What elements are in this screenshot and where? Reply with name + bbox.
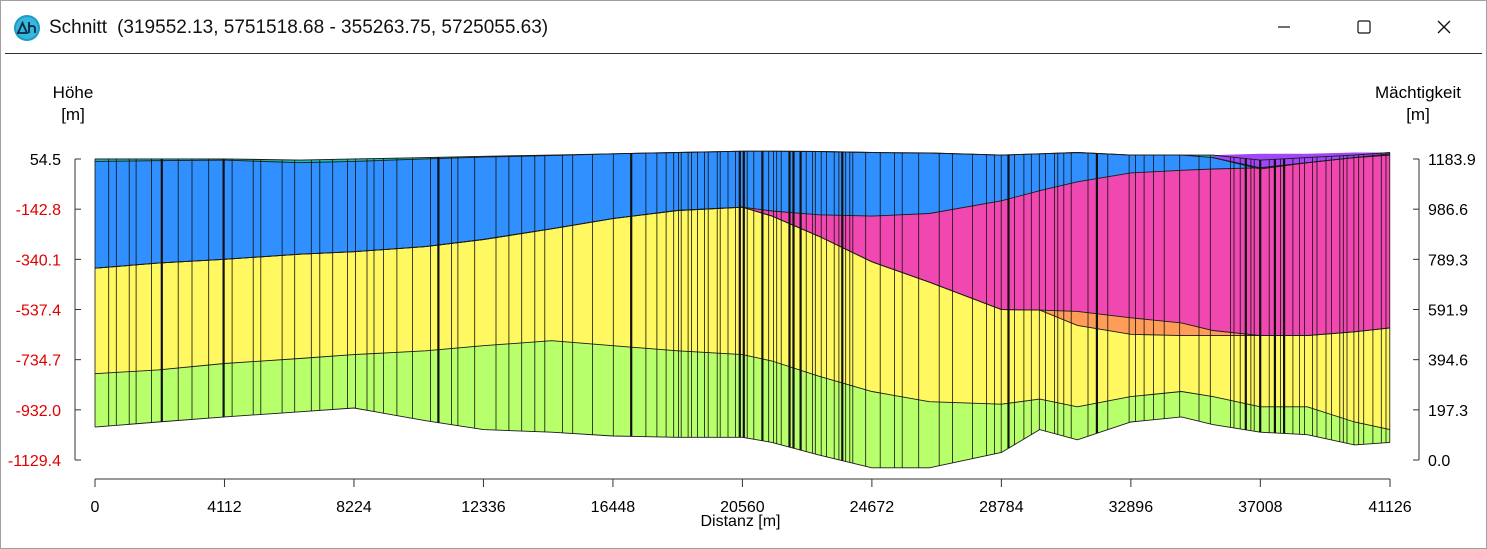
x-tick-label: 16448 [591,499,636,516]
right-axis-unit: [m] [1406,105,1430,124]
left-tick-label: -340.1 [16,252,61,269]
chart-area: Höhe [m] Mächtigkeit [m] 54.5 -142.8 -340.… [5,53,1482,545]
window-title: Schnitt (319552.13, 5751518.68 - 355263.7… [49,17,548,39]
boundary-purple-base [1212,154,1391,170]
cross-section-chart[interactable]: 54.5 -142.8 -340.1 -537.4 -734.7 -932.0 -1129.… [5,54,1482,545]
maximize-button[interactable] [1324,1,1404,53]
left-tick-label: -932.0 [16,403,61,420]
minimize-button[interactable] [1244,1,1324,53]
right-tick-label: 789.3 [1428,252,1468,269]
x-tick-label: 8224 [336,499,372,516]
geo-layer_2 [95,151,1390,269]
left-axis-unit: [m] [61,105,85,124]
boundary-base_layer_5 [94,340,1391,431]
x-tick-label: 20560 [720,499,765,516]
geo-layer-purple [1212,152,1390,169]
left-axis-title: Höhe [m] [43,82,103,126]
right-axis-title: Mächtigkeit [m] [1363,82,1473,126]
close-icon [1437,20,1451,34]
left-axis-title-text: Höhe [52,83,94,102]
right-tick-label: 197.3 [1428,403,1468,420]
left-tick-label: -1129.4 [8,453,61,470]
boundary-base_layer_4 [94,206,1391,337]
delta-h-app-icon [14,15,40,41]
geo-layer_3 [95,155,1390,336]
x-tick-label: 24672 [850,499,895,516]
title-bar[interactable]: Schnitt (319552.13, 5751518.68 - 355263.7… [1,1,1486,53]
right-axis-title-text: Mächtigkeit [1375,83,1461,102]
x-tick-label: 0 [91,499,100,516]
left-tick-label: -537.4 [16,303,61,320]
right-tick-label: 394.6 [1428,353,1468,370]
right-tick-label: 1183.9 [1428,152,1476,169]
maximize-icon [1357,20,1371,34]
x-tick-label: 37008 [1238,499,1283,516]
x-axis-title: Distanz [m] [700,513,780,530]
x-tick-label: 32896 [1109,499,1154,516]
borehole-lines [94,151,1391,468]
close-button[interactable] [1404,1,1484,53]
right-tick-label: 591.9 [1428,303,1468,320]
axes-group: 54.5 -142.8 -340.1 -537.4 -734.7 -932.0 -1129.… [8,152,1476,530]
x-tick-label: 4112 [207,499,242,516]
window-title-coordinates: (319552.13, 5751518.68 - 355263.75, 5725… [117,17,549,38]
x-tick-label: 28784 [979,499,1024,516]
left-tick-label: 54.5 [30,152,61,169]
right-tick-label: 0.0 [1428,453,1450,470]
layers-group [94,150,1391,469]
x-tick-label: 41126 [1368,499,1411,516]
left-tick-label: -734.7 [16,353,61,370]
geo-layer_5 [95,207,1390,430]
x-tick-label: 12336 [461,499,506,516]
minimize-icon [1278,26,1290,28]
geo-layer_6 [95,340,1390,468]
window-title-name: Schnitt [49,17,108,38]
left-tick-label: -142.8 [16,202,61,219]
right-tick-label: 986.6 [1428,202,1468,219]
boundary-base_layer_6 [94,407,1391,469]
